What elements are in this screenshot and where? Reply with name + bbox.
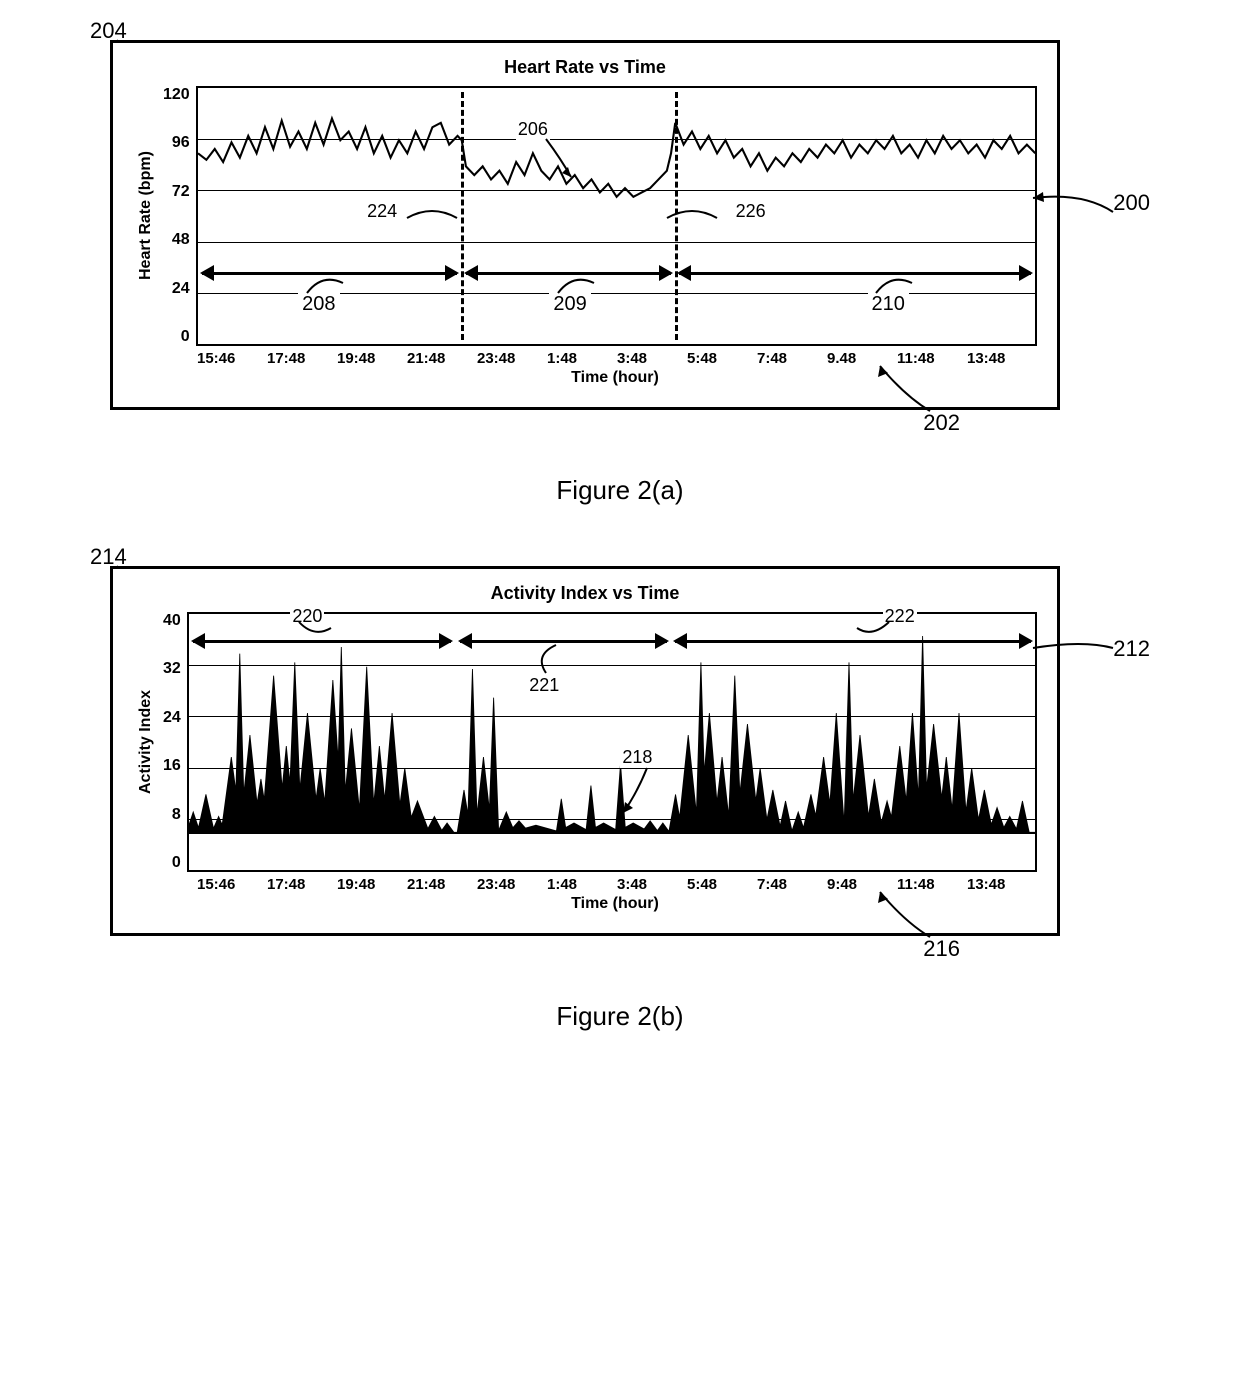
xtick: 21:48 xyxy=(407,350,477,367)
figure-2a-caption: Figure 2(a) xyxy=(60,475,1180,506)
ytick: 72 xyxy=(172,183,190,201)
chart-a-yticks: 120 96 72 48 24 0 xyxy=(159,86,196,346)
chart-a-title: Heart Rate vs Time xyxy=(133,57,1037,78)
figure-2a: 204 Heart Rate vs Time Heart Rate (bpm) … xyxy=(60,40,1180,506)
ytick: 0 xyxy=(181,328,190,346)
chart-a-frame: Heart Rate vs Time Heart Rate (bpm) 120 … xyxy=(110,40,1060,410)
chart-b-title: Activity Index vs Time xyxy=(133,583,1037,604)
ytick: 16 xyxy=(163,757,181,775)
ytick: 24 xyxy=(172,280,190,298)
xtick: 7:48 xyxy=(757,876,827,893)
xtick: 1:48 xyxy=(547,876,617,893)
chart-b-ylabel: Activity Index xyxy=(133,612,159,872)
chart-b-plot-area: 220222221218 xyxy=(187,612,1037,872)
ref-202: 202 xyxy=(923,410,960,436)
ref-206: 206 xyxy=(516,119,550,140)
ytick: 0 xyxy=(172,854,181,872)
xtick: 3:48 xyxy=(617,350,687,367)
chart-a-ylabel: Heart Rate (bpm) xyxy=(133,86,159,346)
xtick: 5:48 xyxy=(687,876,757,893)
ref-200: 200 xyxy=(1113,190,1150,216)
xtick: 9:48 xyxy=(827,876,897,893)
xtick: 11:48 xyxy=(897,876,967,893)
xtick: 15:46 xyxy=(197,350,267,367)
xtick: 23:48 xyxy=(477,876,547,893)
xtick: 3:48 xyxy=(617,876,687,893)
xtick: 17:48 xyxy=(267,350,337,367)
ref-226: 226 xyxy=(734,201,768,222)
chart-b-plot-wrap: Activity Index 40 32 24 16 8 0 220222221… xyxy=(133,612,1037,872)
ytick: 40 xyxy=(163,612,181,630)
ytick: 24 xyxy=(163,709,181,727)
xtick: 13:48 xyxy=(967,350,1037,367)
xtick: 7:48 xyxy=(757,350,827,367)
chart-a-plot-area: 206224226208209210 xyxy=(196,86,1037,346)
figure-2b-caption: Figure 2(b) xyxy=(60,1001,1180,1032)
figure-2b: 214 Activity Index vs Time Activity Inde… xyxy=(60,566,1180,1032)
ytick: 120 xyxy=(163,86,190,104)
chart-a-plot-wrap: Heart Rate (bpm) 120 96 72 48 24 0 206 22… xyxy=(133,86,1037,346)
ytick: 96 xyxy=(172,134,190,152)
xtick: 21:48 xyxy=(407,876,477,893)
xtick: 9.48 xyxy=(827,350,897,367)
xtick: 1:48 xyxy=(547,350,617,367)
xtick: 19:48 xyxy=(337,350,407,367)
xtick: 5:48 xyxy=(687,350,757,367)
ref-216: 216 xyxy=(923,936,960,962)
ref-212: 212 xyxy=(1113,636,1150,662)
ytick: 32 xyxy=(163,660,181,678)
ref-221: 221 xyxy=(527,675,561,696)
ref-218: 218 xyxy=(620,747,654,768)
xtick: 13:48 xyxy=(967,876,1037,893)
chart-b-xticks: 15:4617:4819:4821:4823:481:483:485:487:4… xyxy=(197,876,1037,893)
xtick: 15:46 xyxy=(197,876,267,893)
xtick: 19:48 xyxy=(337,876,407,893)
ref-224: 224 xyxy=(365,201,399,222)
ytick: 48 xyxy=(172,231,190,249)
chart-b-yticks: 40 32 24 16 8 0 xyxy=(159,612,187,872)
ytick: 8 xyxy=(172,806,181,824)
chart-b-frame: Activity Index vs Time Activity Index 40… xyxy=(110,566,1060,936)
xtick: 11:48 xyxy=(897,350,967,367)
chart-a-xticks: 15:4617:4819:4821:4823:481:483:485:487:4… xyxy=(197,350,1037,367)
xtick: 17:48 xyxy=(267,876,337,893)
xtick: 23:48 xyxy=(477,350,547,367)
